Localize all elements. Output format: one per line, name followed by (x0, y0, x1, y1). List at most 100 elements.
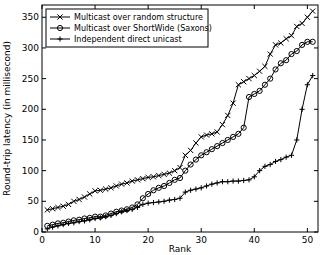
y-tick (42, 109, 46, 110)
legend-label: Independent direct unicast (74, 35, 182, 44)
marker (172, 177, 177, 182)
marker (177, 196, 182, 201)
marker (257, 168, 262, 173)
marker (199, 153, 204, 158)
marker (241, 125, 246, 130)
marker (284, 58, 289, 63)
marker (204, 150, 209, 155)
y-tick (42, 17, 46, 18)
legend: Multicast over random structureMulticast… (46, 9, 212, 47)
marker (220, 179, 225, 184)
marker (71, 199, 76, 204)
marker (146, 191, 151, 196)
marker (124, 208, 129, 213)
marker (236, 131, 241, 136)
x-tick (254, 228, 255, 232)
y-tick-label: 150 (22, 135, 39, 145)
marker (55, 223, 60, 228)
marker (50, 206, 55, 211)
marker (151, 188, 156, 193)
marker (156, 199, 161, 204)
marker (167, 171, 172, 176)
marker (161, 172, 166, 177)
y-tick (42, 201, 46, 202)
marker (199, 134, 204, 139)
marker (289, 153, 294, 158)
marker (225, 113, 230, 118)
marker (310, 73, 315, 78)
marker (146, 201, 151, 206)
marker (87, 191, 92, 196)
marker (209, 182, 214, 187)
marker (299, 107, 304, 112)
marker (273, 42, 278, 47)
marker (299, 21, 304, 26)
marker (50, 224, 55, 229)
x-tick (201, 5, 202, 9)
marker (77, 219, 82, 224)
series-line (47, 76, 312, 229)
marker (124, 180, 129, 185)
marker (177, 165, 182, 170)
x-tick-label: 20 (142, 235, 154, 245)
marker (215, 129, 220, 134)
marker (305, 39, 310, 44)
x-tick (42, 5, 43, 9)
marker (284, 36, 289, 41)
marker (310, 9, 315, 14)
x-tick (148, 5, 149, 9)
marker (156, 185, 161, 190)
marker (66, 221, 71, 226)
marker (108, 185, 113, 190)
x-tick (307, 228, 308, 232)
marker (108, 213, 113, 218)
marker (172, 168, 177, 173)
marker (87, 217, 92, 222)
marker (289, 33, 294, 38)
y-tick (314, 17, 318, 18)
marker (230, 101, 235, 106)
y-tick-label: 200 (22, 104, 39, 114)
plot-frame (42, 5, 318, 232)
series-line (47, 11, 312, 210)
marker (151, 200, 156, 205)
marker (55, 205, 60, 210)
marker (177, 175, 182, 180)
marker (278, 40, 283, 45)
marker (262, 82, 267, 87)
marker (183, 168, 188, 173)
x-tick (148, 228, 149, 232)
marker (305, 82, 310, 87)
marker (135, 177, 140, 182)
marker (236, 178, 241, 183)
marker (130, 207, 135, 212)
marker (61, 222, 66, 227)
marker (98, 215, 103, 220)
marker (220, 140, 225, 145)
marker (209, 147, 214, 152)
marker (156, 173, 161, 178)
marker (188, 188, 193, 193)
marker (268, 162, 273, 167)
marker (82, 218, 87, 223)
y-axis-label: Round-trip latency (in millisecond) (2, 41, 12, 196)
marker (161, 183, 166, 188)
marker (45, 207, 50, 212)
marker (140, 202, 145, 207)
y-tick-label: 300 (22, 43, 39, 53)
x-tick (42, 228, 43, 232)
marker (188, 162, 193, 167)
y-tick (314, 232, 318, 233)
marker (172, 197, 177, 202)
plot-area (45, 9, 316, 232)
marker (57, 14, 62, 19)
x-axis-label: Rank (169, 244, 192, 254)
marker (246, 94, 251, 99)
marker (246, 76, 251, 81)
marker (146, 175, 151, 180)
marker (103, 186, 108, 191)
marker (209, 131, 214, 136)
marker (135, 205, 140, 210)
marker (188, 148, 193, 153)
x-tick-label: 0 (39, 235, 45, 245)
